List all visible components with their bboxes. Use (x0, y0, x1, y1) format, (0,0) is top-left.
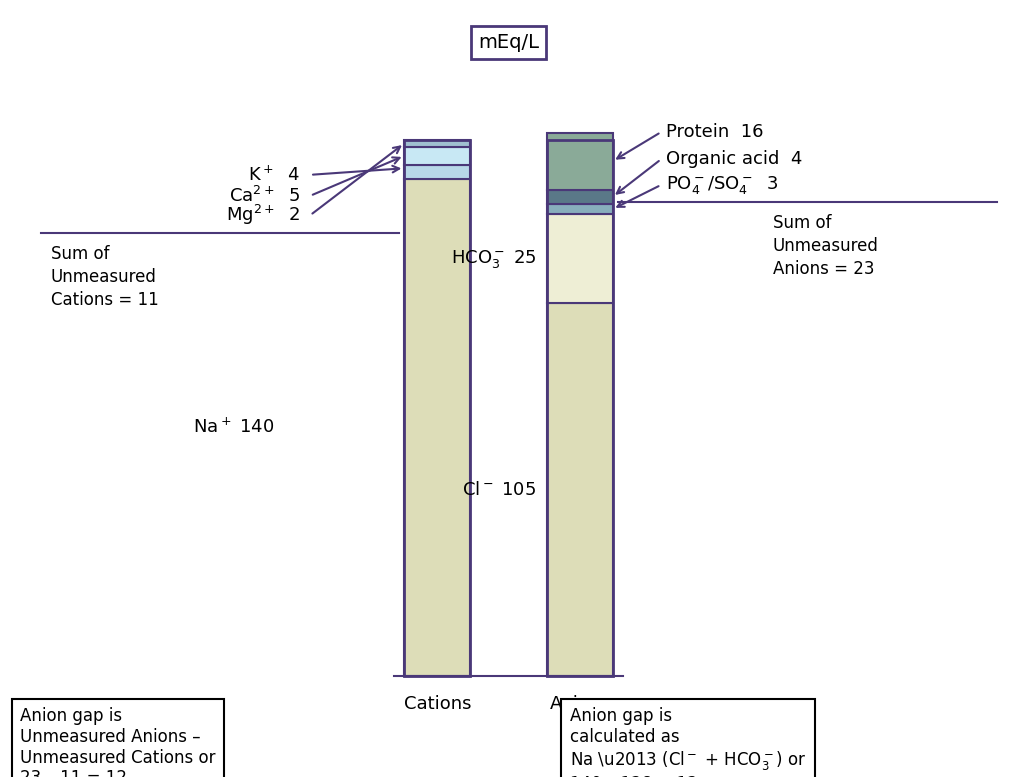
Text: Unmeasured: Unmeasured (51, 268, 157, 286)
Text: Sum of: Sum of (51, 245, 110, 263)
Bar (547, 190, 612, 204)
Text: HCO$_3^-$ 25: HCO$_3^-$ 25 (451, 248, 537, 270)
Bar (547, 204, 612, 214)
Text: Anions = 23: Anions = 23 (773, 260, 875, 278)
Bar (547, 214, 612, 303)
Bar (404, 179, 470, 676)
Text: Anion gap is
calculated as
Na \u2013 (Cl$^-$ + HCO$_3^-$) or
140 – 128 = 12: Anion gap is calculated as Na \u2013 (Cl… (570, 707, 806, 777)
Text: Cl$^-$ 105: Cl$^-$ 105 (463, 481, 537, 499)
Text: Anions: Anions (549, 695, 610, 713)
Text: Mg$^{2+}$  2: Mg$^{2+}$ 2 (226, 203, 300, 228)
Bar (547, 303, 612, 676)
Text: Na$^+$ 140: Na$^+$ 140 (193, 418, 275, 437)
Text: Organic acid  4: Organic acid 4 (666, 150, 802, 169)
Text: Ca$^{2+}$  5: Ca$^{2+}$ 5 (229, 186, 300, 206)
Text: PO$_4^-$/SO$_4^-$  3: PO$_4^-$/SO$_4^-$ 3 (666, 174, 779, 196)
Bar (547, 133, 612, 190)
Text: Sum of: Sum of (773, 214, 832, 232)
Text: Cations: Cations (404, 695, 471, 713)
Bar (404, 147, 470, 165)
Text: Anion gap is
Unmeasured Anions –
Unmeasured Cations or
23 – 11 = 12: Anion gap is Unmeasured Anions – Unmeasu… (20, 707, 216, 777)
Bar (404, 165, 470, 179)
Bar (547, 140, 612, 676)
Text: mEq/L: mEq/L (478, 33, 539, 52)
Text: Protein  16: Protein 16 (666, 123, 764, 141)
Text: K$^+$  4: K$^+$ 4 (248, 166, 300, 184)
Text: Cations = 11: Cations = 11 (51, 291, 159, 309)
Text: Unmeasured: Unmeasured (773, 237, 879, 255)
Bar (404, 140, 470, 676)
Bar (404, 140, 470, 147)
